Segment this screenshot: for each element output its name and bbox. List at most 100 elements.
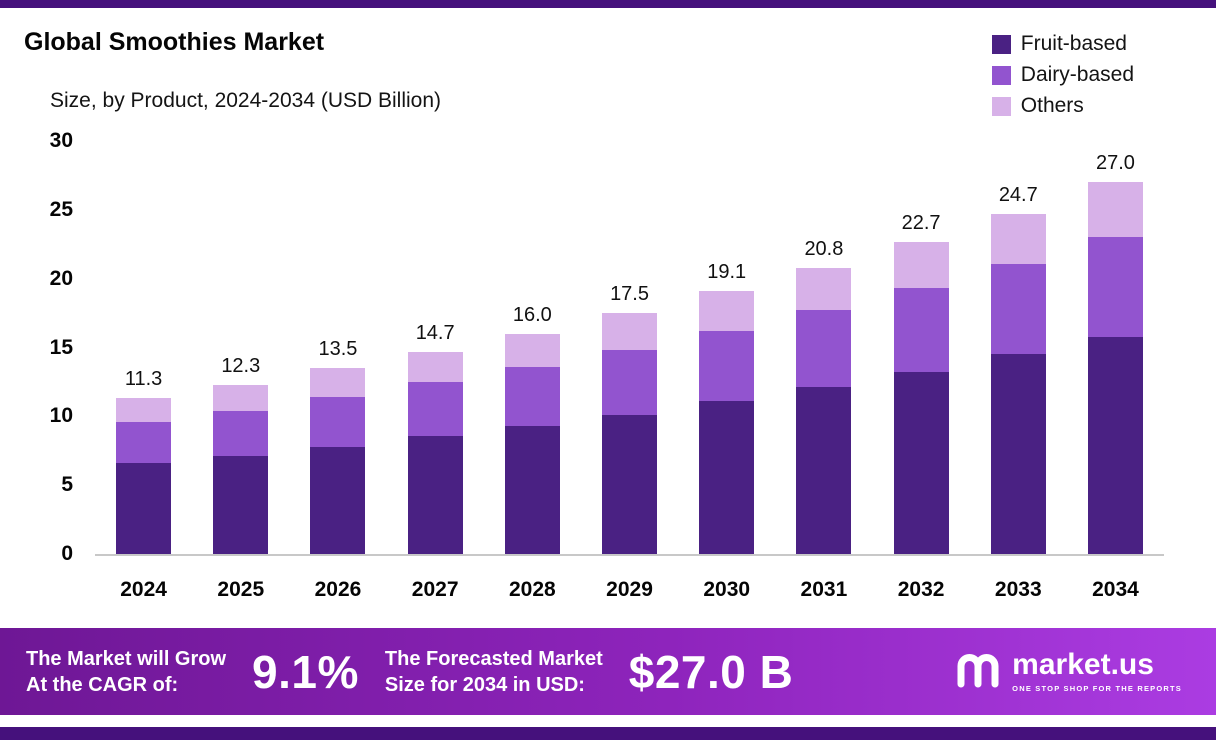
bar-group-2032: 22.7 bbox=[873, 143, 970, 554]
x-axis-label-2028: 2028 bbox=[508, 578, 556, 601]
x-axis-label-2034: 2034 bbox=[1092, 578, 1139, 601]
brand-tagline: ONE STOP SHOP FOR THE REPORTS bbox=[1012, 684, 1182, 693]
brand-logo: market.us ONE STOP SHOP FOR THE REPORTS bbox=[954, 648, 1182, 695]
y-axis-tick-0: 0 bbox=[61, 542, 73, 565]
bar-group-2024: 11.3 bbox=[95, 143, 192, 554]
bar-group-2025: 12.3 bbox=[192, 143, 289, 554]
bar-total-label-2024: 11.3 bbox=[124, 368, 163, 391]
segment-2029-others bbox=[602, 313, 658, 351]
forecast-label-line1: The Forecasted Market bbox=[384, 647, 603, 670]
segment-2030-dairy-based bbox=[699, 331, 755, 402]
segment-2032-fruit-based bbox=[893, 372, 949, 554]
forecast-value: $27.0 B bbox=[628, 645, 794, 698]
y-axis-tick-30: 30 bbox=[49, 129, 73, 152]
brand-name: market.us bbox=[1012, 648, 1154, 681]
top-border-strip bbox=[0, 0, 1216, 8]
segment-2034-fruit-based bbox=[1087, 336, 1143, 554]
y-axis-tick-5: 5 bbox=[61, 473, 73, 497]
forecast-label: The Forecasted Market Size for 2034 in U… bbox=[385, 646, 603, 698]
stacked-bar-2028 bbox=[504, 333, 560, 554]
segment-2024-dairy-based bbox=[116, 421, 172, 464]
stacked-bar-2033 bbox=[990, 213, 1046, 554]
legend-label: Fruit-based bbox=[1020, 32, 1127, 55]
bar-group-2026: 13.5 bbox=[289, 143, 386, 554]
cagr-label-line2: At the CAGR of: bbox=[26, 673, 179, 696]
stacked-bar-2030 bbox=[699, 291, 755, 554]
x-axis-label-2033: 2033 bbox=[994, 578, 1042, 601]
segment-2029-dairy-based bbox=[602, 350, 658, 415]
bar-total-label-2028: 16.0 bbox=[512, 303, 552, 326]
bar-total-label-2033: 24.7 bbox=[998, 183, 1038, 206]
cagr-label-line1: The Market will Grow bbox=[26, 647, 227, 670]
segment-2026-others bbox=[310, 368, 366, 398]
stacked-bar-2032 bbox=[893, 241, 949, 554]
legend-swatch bbox=[991, 65, 1011, 85]
legend-swatch bbox=[991, 34, 1011, 54]
segment-2028-dairy-based bbox=[504, 366, 560, 426]
stacked-bar-2027 bbox=[407, 351, 463, 554]
segment-2034-others bbox=[1087, 182, 1143, 238]
segment-2024-fruit-based bbox=[116, 463, 172, 554]
bar-total-label-2025: 12.3 bbox=[221, 354, 261, 377]
stacked-bar-2034 bbox=[1087, 182, 1143, 554]
page-title: Global Smoothies Market bbox=[24, 28, 325, 56]
y-axis-tick-15: 15 bbox=[49, 335, 73, 359]
x-axis-label-2030: 2030 bbox=[703, 578, 751, 601]
stacked-bar-2029 bbox=[602, 313, 658, 554]
segment-2030-fruit-based bbox=[699, 401, 755, 554]
segment-2027-dairy-based bbox=[407, 381, 463, 436]
segment-2025-others bbox=[213, 384, 269, 411]
bar-total-label-2030: 19.1 bbox=[707, 261, 747, 284]
legend-swatch bbox=[991, 96, 1011, 116]
cagr-label: The Market will Grow At the CAGR of: bbox=[26, 646, 226, 698]
segment-2025-fruit-based bbox=[213, 456, 269, 554]
brand-text: market.us ONE STOP SHOP FOR THE REPORTS bbox=[1012, 648, 1182, 694]
legend-item-dairy-based: Dairy-based bbox=[991, 63, 1134, 87]
segment-2034-dairy-based bbox=[1087, 237, 1143, 337]
segment-2033-dairy-based bbox=[990, 263, 1046, 355]
x-axis-label-2027: 2027 bbox=[411, 578, 459, 601]
segment-2032-dairy-based bbox=[893, 288, 949, 373]
x-axis-label-2029: 2029 bbox=[606, 578, 653, 601]
x-axis-label-2025: 2025 bbox=[217, 578, 265, 601]
title-block: Global Smoothies Market Size, by Product… bbox=[24, 28, 441, 143]
stacked-bar-2025 bbox=[213, 384, 269, 554]
y-axis-tick-25: 25 bbox=[49, 197, 73, 221]
segment-2033-fruit-based bbox=[990, 354, 1046, 554]
stacked-bar-chart: 0 5 10 15 20 25 30 11.3 12.3 13.5 14.7 16.0 17.5 19.… bbox=[50, 129, 1164, 565]
forecast-label-line2: Size for 2034 in USD: bbox=[384, 673, 585, 696]
y-axis: 0 5 10 15 20 25 30 bbox=[25, 129, 73, 565]
legend-item-fruit-based: Fruit-based bbox=[991, 32, 1134, 56]
stacked-bar-2024 bbox=[116, 398, 172, 554]
chart-legend: Fruit-based Dairy-based Others bbox=[991, 32, 1134, 143]
legend-item-others: Others bbox=[991, 94, 1134, 118]
plot-area: 11.3 12.3 13.5 14.7 16.0 17.5 19.1 20.8 22.7 24.7… bbox=[95, 143, 1164, 554]
segment-2033-others bbox=[990, 213, 1046, 264]
segment-2024-others bbox=[116, 398, 172, 422]
bar-group-2033: 24.7 bbox=[970, 143, 1067, 554]
segment-2030-others bbox=[699, 291, 755, 332]
stacked-bar-2026 bbox=[310, 368, 366, 554]
bottom-border-strip bbox=[0, 727, 1216, 740]
bar-total-label-2026: 13.5 bbox=[318, 338, 358, 361]
segment-2027-fruit-based bbox=[407, 435, 463, 554]
chart-card: Global Smoothies Market Size, by Product… bbox=[0, 8, 1216, 628]
bar-group-2029: 17.5 bbox=[581, 143, 678, 554]
footer-banner: The Market will Grow At the CAGR of: 9.1… bbox=[0, 628, 1216, 715]
x-axis-label-2032: 2032 bbox=[897, 578, 945, 601]
bar-group-2028: 16.0 bbox=[484, 143, 581, 554]
segment-2026-dairy-based bbox=[310, 397, 366, 447]
page-subtitle: Size, by Product, 2024-2034 (USD Billion… bbox=[50, 89, 442, 112]
legend-label: Others bbox=[1020, 94, 1084, 117]
stacked-bar-2031 bbox=[796, 267, 852, 554]
x-axis-label-2026: 2026 bbox=[314, 578, 362, 601]
bar-group-2034: 27.0 bbox=[1067, 143, 1164, 554]
chart-header: Global Smoothies Market Size, by Product… bbox=[24, 8, 1192, 143]
segment-2028-others bbox=[504, 333, 560, 367]
x-axis: 2024 2025 2026 2027 2028 2029 2030 2031 2032 2033… bbox=[95, 556, 1164, 602]
segment-2027-others bbox=[407, 351, 463, 382]
segment-2031-fruit-based bbox=[796, 387, 852, 554]
segment-2025-dairy-based bbox=[213, 410, 269, 457]
x-axis-label-2024: 2024 bbox=[120, 578, 167, 601]
segment-2031-dairy-based bbox=[796, 310, 852, 388]
